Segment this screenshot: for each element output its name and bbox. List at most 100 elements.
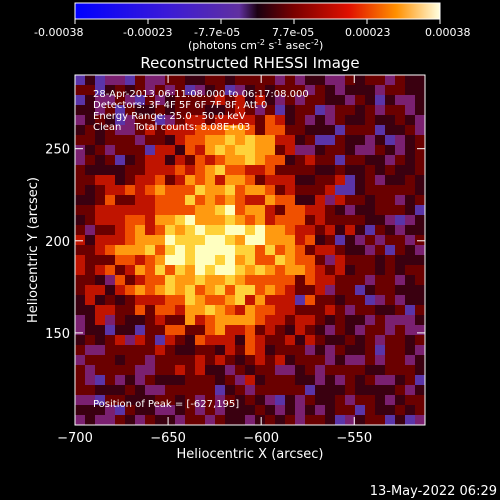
heatmap-cell bbox=[315, 335, 326, 346]
heatmap-cell bbox=[75, 205, 86, 216]
heatmap-cell bbox=[125, 155, 136, 166]
heatmap-cell bbox=[265, 305, 276, 316]
heatmap-cell bbox=[375, 275, 386, 286]
heatmap-cell bbox=[255, 385, 266, 396]
heatmap-cell bbox=[145, 145, 156, 156]
heatmap-cell bbox=[365, 205, 376, 216]
heatmap-cell bbox=[75, 285, 86, 296]
heatmap-cell bbox=[195, 85, 206, 96]
heatmap-cell bbox=[135, 75, 146, 86]
heatmap-cell bbox=[295, 205, 306, 216]
heatmap-cell bbox=[405, 85, 416, 96]
heatmap-cell bbox=[285, 225, 296, 236]
heatmap-cell bbox=[185, 385, 196, 396]
heatmap-cell bbox=[305, 305, 316, 316]
heatmap-cell bbox=[315, 285, 326, 296]
heatmap-cell bbox=[245, 205, 256, 216]
heatmap-cell bbox=[165, 285, 176, 296]
heatmap-cell bbox=[215, 335, 226, 346]
heatmap-cell bbox=[85, 345, 96, 356]
heatmap-cell bbox=[415, 145, 425, 156]
heatmap-cell bbox=[165, 205, 176, 216]
heatmap-cell bbox=[385, 305, 396, 316]
heatmap-cell bbox=[95, 225, 106, 236]
heatmap-cell bbox=[115, 185, 126, 196]
heatmap-cell bbox=[285, 305, 296, 316]
heatmap-cell bbox=[115, 345, 126, 356]
heatmap-cell bbox=[325, 105, 336, 116]
heatmap-cell bbox=[165, 325, 176, 336]
heatmap-cell bbox=[125, 105, 136, 116]
heatmap-cell bbox=[345, 95, 356, 106]
heatmap-cell bbox=[165, 245, 176, 256]
heatmap-cell bbox=[125, 285, 136, 296]
heatmap-cell bbox=[225, 105, 236, 116]
heatmap-cell bbox=[415, 375, 425, 386]
heatmap-cell bbox=[225, 375, 236, 386]
heatmap-cell bbox=[135, 295, 146, 306]
heatmap-cell bbox=[265, 225, 276, 236]
heatmap-cell bbox=[125, 195, 136, 206]
heatmap-cell bbox=[155, 225, 166, 236]
heatmap-cell bbox=[395, 115, 406, 126]
heatmap-cell bbox=[295, 165, 306, 176]
heatmap-cell bbox=[225, 185, 236, 196]
heatmap-cell bbox=[215, 85, 226, 96]
heatmap-cell bbox=[265, 375, 276, 386]
heatmap-cell bbox=[275, 305, 286, 316]
heatmap-cell bbox=[295, 175, 306, 186]
heatmap-cell bbox=[275, 285, 286, 296]
heatmap-cell bbox=[255, 75, 266, 86]
heatmap-cell bbox=[385, 75, 396, 86]
x-tick-label: −650 bbox=[150, 431, 186, 446]
heatmap-cell bbox=[345, 105, 356, 116]
heatmap-cell bbox=[125, 215, 136, 226]
heatmap-cell bbox=[385, 395, 396, 406]
heatmap-cell bbox=[145, 315, 156, 326]
heatmap-cell bbox=[215, 345, 226, 356]
heatmap-cell bbox=[175, 215, 186, 226]
heatmap-cell bbox=[385, 355, 396, 366]
heatmap-cell bbox=[265, 345, 276, 356]
heatmap-cell bbox=[185, 245, 196, 256]
heatmap-cell bbox=[215, 415, 226, 425]
heatmap-cell bbox=[185, 195, 196, 206]
heatmap-cell bbox=[195, 355, 206, 366]
heatmap-cell bbox=[155, 295, 166, 306]
heatmap-cell bbox=[105, 165, 116, 176]
heatmap-cell bbox=[295, 295, 306, 306]
heatmap-cell bbox=[315, 405, 326, 416]
heatmap-cell bbox=[355, 285, 366, 296]
heatmap-cell bbox=[295, 145, 306, 156]
heatmap-cell bbox=[335, 375, 346, 386]
heatmap-cell bbox=[75, 175, 86, 186]
heatmap-cell bbox=[235, 225, 246, 236]
heatmap-cell bbox=[155, 75, 166, 86]
heatmap-cell bbox=[125, 245, 136, 256]
heatmap-cell bbox=[195, 375, 206, 386]
heatmap-cell bbox=[95, 205, 106, 216]
heatmap-cell bbox=[195, 95, 206, 106]
heatmap-cell bbox=[105, 285, 116, 296]
heatmap-cell bbox=[365, 375, 376, 386]
heatmap-cell bbox=[345, 85, 356, 96]
heatmap-cell bbox=[395, 245, 406, 256]
heatmap-cell bbox=[245, 125, 256, 136]
heatmap-cell bbox=[325, 285, 336, 296]
heatmap-cell bbox=[415, 225, 425, 236]
heatmap-cell bbox=[345, 265, 356, 276]
heatmap-cell bbox=[255, 105, 266, 116]
heatmap-cell bbox=[325, 365, 336, 376]
heatmap-cell bbox=[165, 105, 176, 116]
heatmap-cell bbox=[215, 205, 226, 216]
heatmap-cell bbox=[335, 205, 346, 216]
heatmap-cell bbox=[115, 105, 126, 116]
heatmap-cell bbox=[295, 135, 306, 146]
heatmap-cell bbox=[135, 335, 146, 346]
y-tick-label: 250 bbox=[45, 143, 70, 158]
heatmap-cell bbox=[175, 195, 186, 206]
heatmap-cell bbox=[235, 75, 246, 86]
heatmap-cell bbox=[75, 85, 86, 96]
heatmap-cell bbox=[385, 285, 396, 296]
heatmap-cell bbox=[275, 135, 286, 146]
